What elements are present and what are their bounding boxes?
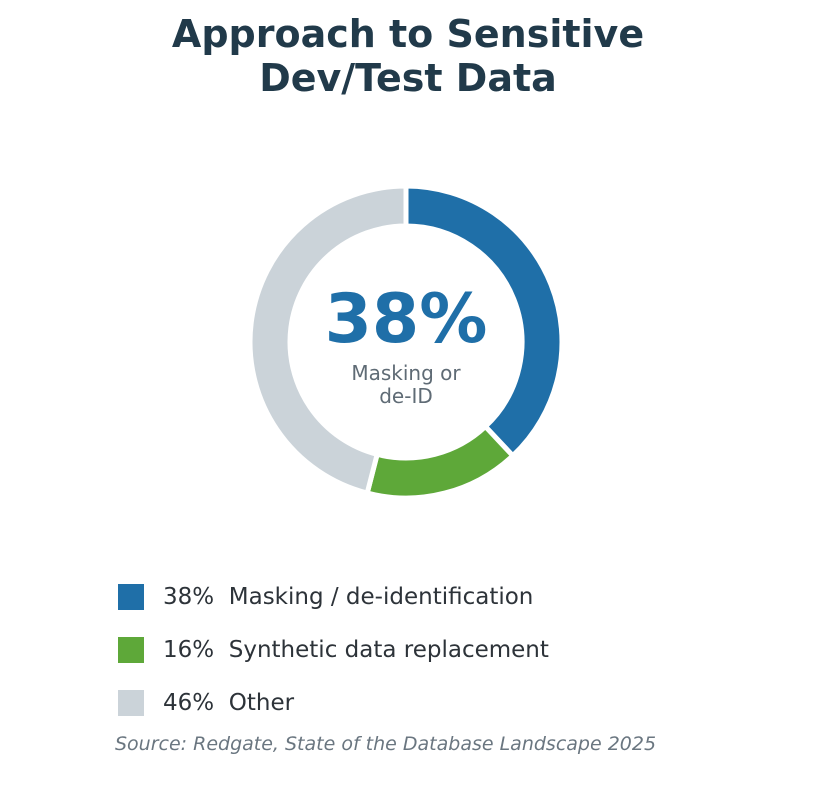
legend-swatch-synthetic xyxy=(118,636,144,663)
legend-label-synthetic: Synthetic data replacement xyxy=(228,636,549,663)
donut-slice-masking xyxy=(403,183,565,460)
donut-slice-synthetic xyxy=(364,423,517,501)
legend: 38% Masking / de-identification 16% Synt… xyxy=(118,570,549,729)
legend-item-synthetic: 16% Synthetic data replacement xyxy=(118,623,549,676)
legend-label-masking: Masking / de-identification xyxy=(228,583,534,610)
center-label: Masking or de-ID xyxy=(306,362,506,408)
legend-pct-other: 46% xyxy=(163,689,215,716)
chart-title-line-2: Dev/Test Data xyxy=(259,56,557,100)
legend-item-other: 46% Other xyxy=(118,676,549,729)
center-label-line-2: de-ID xyxy=(379,384,433,408)
center-value: 38% xyxy=(324,280,488,359)
legend-swatch-other xyxy=(118,689,144,716)
chart-title-line-1: Approach to Sensitive xyxy=(171,12,645,56)
legend-swatch-masking xyxy=(118,583,144,610)
legend-label-other: Other xyxy=(228,689,295,716)
source-note: Source: Redgate, State of the Database L… xyxy=(115,733,657,755)
center-label-line-1: Masking or xyxy=(351,361,461,385)
legend-pct-synthetic: 16% xyxy=(163,636,215,663)
legend-pct-masking: 38% xyxy=(163,583,215,610)
donut-slice-other xyxy=(247,183,409,497)
legend-item-masking: 38% Masking / de-identification xyxy=(118,570,549,623)
chart-title: Approach to Sensitive Dev/Test Data xyxy=(0,12,816,100)
